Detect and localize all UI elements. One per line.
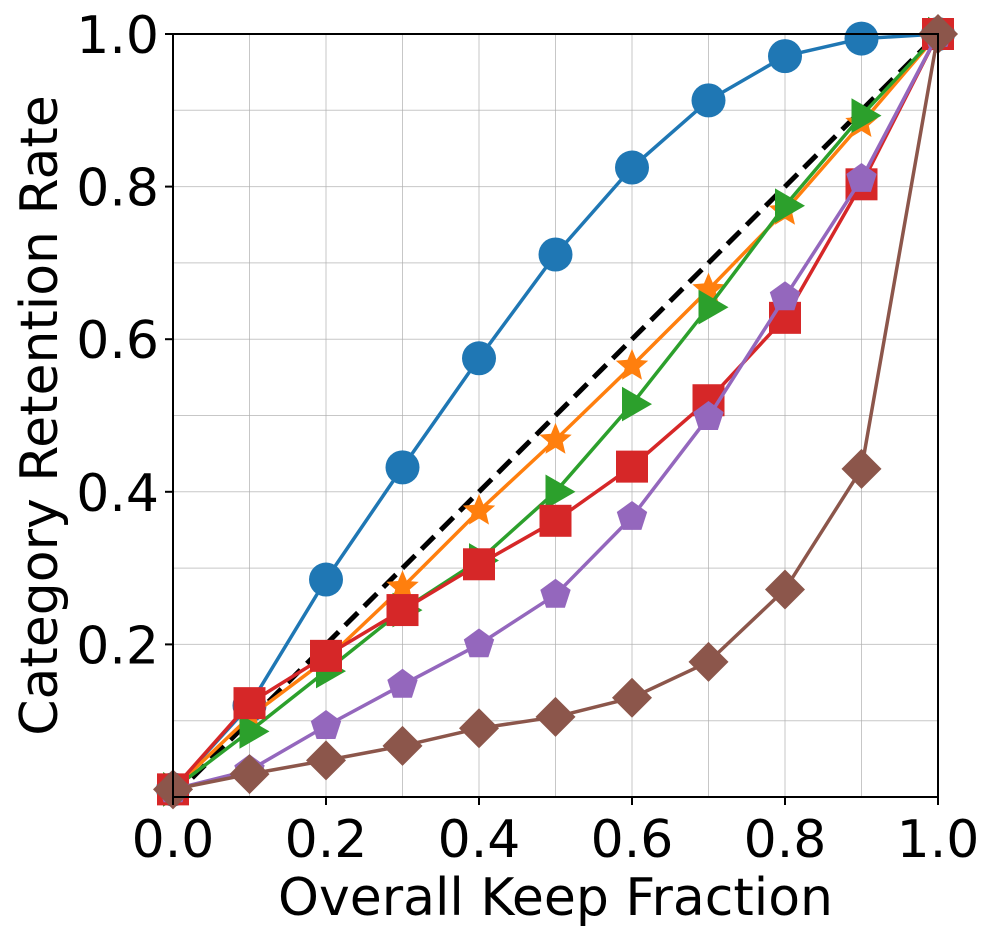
series-4-point bbox=[386, 594, 419, 627]
series-6-point bbox=[306, 740, 346, 781]
y-axis: 0.2 0.4 0.6 0.8 1.0 bbox=[76, 6, 173, 676]
x-tick-label: 0.8 bbox=[744, 810, 827, 870]
series-3 bbox=[163, 16, 958, 807]
series-3-point bbox=[851, 98, 882, 133]
series-5-point bbox=[616, 501, 648, 530]
series-layer bbox=[153, 14, 958, 810]
series-1-point bbox=[462, 341, 496, 376]
series-3-point bbox=[622, 386, 652, 422]
y-tick-label: 0.4 bbox=[76, 464, 159, 524]
x-tick-label: 0.6 bbox=[591, 810, 674, 870]
series-2-point bbox=[386, 570, 419, 601]
plot-frame bbox=[172, 33, 939, 798]
series-5-point bbox=[693, 401, 724, 430]
series-4-point bbox=[539, 504, 572, 537]
series-1-point bbox=[844, 21, 879, 56]
series-6-point bbox=[688, 641, 729, 682]
series-6-point bbox=[459, 708, 499, 749]
x-tick-label: 0.2 bbox=[285, 810, 368, 870]
series-4-point bbox=[233, 687, 266, 720]
x-tick-label: 0.4 bbox=[438, 810, 521, 870]
series-6-point bbox=[612, 677, 652, 718]
x-tick-label: 1.0 bbox=[897, 810, 980, 870]
series-5-point bbox=[387, 668, 418, 698]
reference-diagonal-line bbox=[171, 32, 940, 799]
series-6 bbox=[153, 14, 958, 810]
series-6-point bbox=[535, 696, 576, 737]
series-3-point bbox=[698, 289, 729, 325]
series-5-point bbox=[846, 163, 877, 192]
series-3-point bbox=[239, 714, 270, 749]
y-tick-label: 1.0 bbox=[76, 6, 159, 66]
series-5-point bbox=[540, 578, 571, 608]
series-1-point bbox=[768, 39, 802, 74]
series-1-point bbox=[615, 150, 649, 185]
series-5-point bbox=[310, 710, 342, 739]
series-4-point bbox=[310, 639, 342, 672]
reference-diagonal-layer bbox=[171, 32, 940, 799]
y-tick-label: 0.2 bbox=[76, 616, 159, 676]
x-tick-label: 0.0 bbox=[132, 810, 215, 870]
series-3-point bbox=[775, 188, 805, 223]
y-tick-label: 0.8 bbox=[76, 159, 159, 219]
series-1-point bbox=[385, 450, 420, 485]
y-tick-label: 0.6 bbox=[76, 311, 159, 371]
series-6-point bbox=[841, 448, 882, 489]
series-1-point bbox=[691, 83, 726, 118]
series-1-point bbox=[309, 562, 343, 597]
series-5-point bbox=[463, 628, 495, 658]
y-axis-label: Category Retention Rate bbox=[10, 95, 70, 736]
series-3-point bbox=[545, 474, 576, 510]
x-axis-label: Overall Keep Fraction bbox=[278, 868, 833, 928]
series-2-point bbox=[539, 422, 572, 454]
series-5-point bbox=[769, 281, 801, 311]
series-6-point bbox=[765, 569, 805, 610]
series-2-point bbox=[462, 493, 496, 525]
series-2-point bbox=[615, 348, 649, 380]
series-4-point bbox=[463, 548, 495, 581]
series-1-point bbox=[538, 237, 573, 272]
series-6-point bbox=[382, 725, 423, 766]
x-axis: 0.0 0.2 0.4 0.6 0.8 1.0 bbox=[132, 797, 980, 870]
series-6-point bbox=[229, 754, 270, 795]
series-4-point bbox=[616, 450, 648, 483]
